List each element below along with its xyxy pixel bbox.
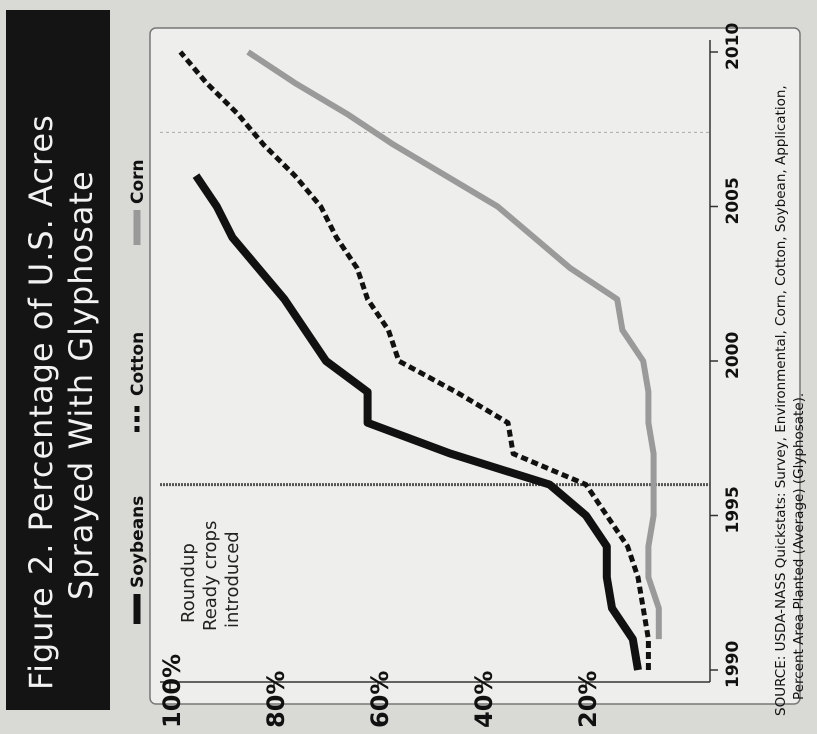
series-group xyxy=(178,49,662,671)
legend-label-cotton: Cotton xyxy=(128,332,148,396)
y-tick-label-80%: 80% xyxy=(262,671,290,728)
x-tick-label-2010: 2010 xyxy=(723,23,743,70)
x-tick-label-1995: 1995 xyxy=(723,486,743,533)
x-tick-label-1990: 1990 xyxy=(723,641,743,688)
series-line-soybeans xyxy=(192,173,642,671)
chart-title-line2: Sprayed With Glyphosate xyxy=(62,170,100,600)
source-line2: Percent Area Planted (Average) (Glyphosa… xyxy=(791,393,807,700)
title-banner xyxy=(6,10,110,710)
series-line-cotton xyxy=(178,50,651,670)
chart-title-line1: Figure 2. Percentage of U.S. Acres xyxy=(22,114,60,690)
legend-label-corn: Corn xyxy=(128,159,148,204)
annotation-line1: Roundup xyxy=(178,543,199,623)
legend-label-soybeans: Soybeans xyxy=(128,496,148,588)
y-tick-label-60%: 60% xyxy=(366,671,394,728)
y-tick-label-20%: 20% xyxy=(574,671,602,728)
axes: 1990 1995 2000 2005 2010 20% 40% 60% 80% 100% xyxy=(158,23,743,728)
annotation-line2: Ready crops xyxy=(200,521,221,631)
y-tick-label-40%: 40% xyxy=(470,671,498,728)
y-tick-label-100%: 100% xyxy=(158,654,186,728)
series-line-corn xyxy=(246,49,662,640)
annotation-line3: introduced xyxy=(222,531,243,628)
x-tick-label-2000: 2000 xyxy=(723,332,743,379)
plot-area-background xyxy=(149,27,801,705)
vertical-marker xyxy=(160,131,710,487)
x-tick-label-2005: 2005 xyxy=(723,177,743,224)
legend: Soybeans Cotton Corn xyxy=(128,159,148,624)
source-line1: SOURCE: USDA-NASS Quickstats: Survey, En… xyxy=(773,85,789,716)
